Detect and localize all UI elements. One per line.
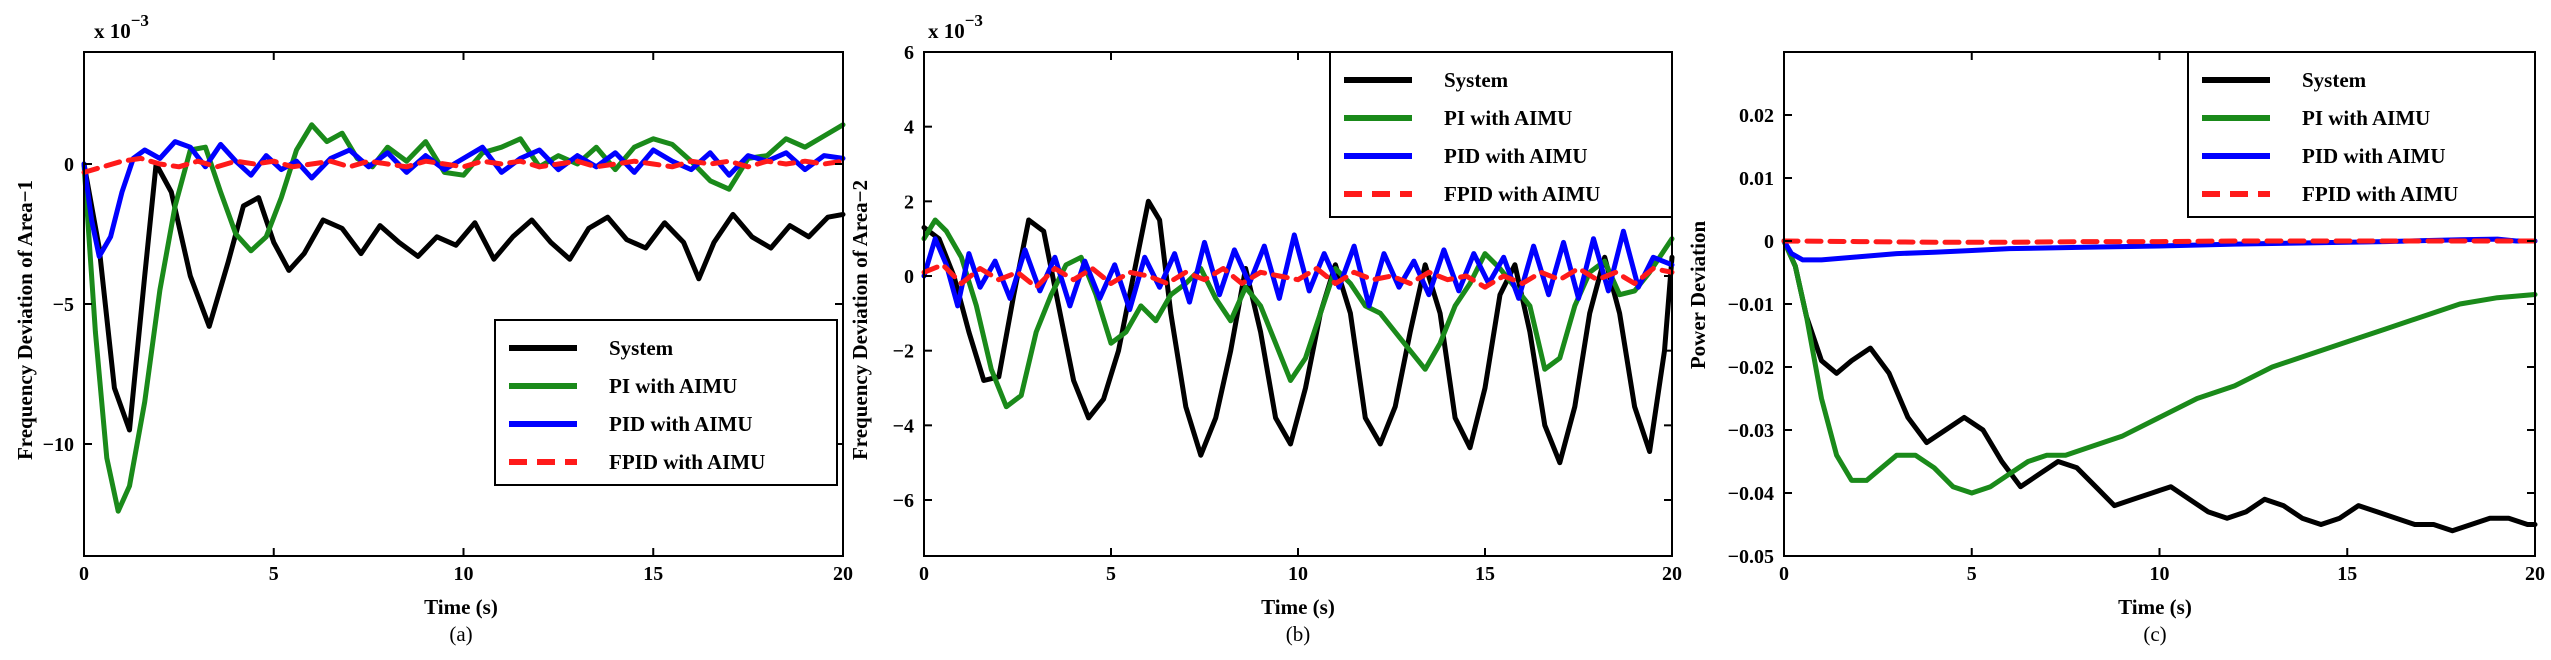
series-line-system-c bbox=[1781, 238, 2538, 534]
x-tick-label: 20 bbox=[2525, 563, 2545, 585]
y-tick-label: −0.02 bbox=[1728, 357, 1774, 379]
legend-label-fpid-with-aimu: FPID with AIMU bbox=[2302, 182, 2458, 206]
y-tick-label: 0.02 bbox=[1739, 105, 1774, 127]
y-axis-label-c: Power Deviation bbox=[1686, 221, 1710, 370]
y-axis-label-a: Frequency Deviation of Area−1 bbox=[13, 180, 37, 460]
exponent-label-b: x 10−3 bbox=[928, 11, 983, 43]
x-tick-label: 20 bbox=[1662, 563, 1682, 585]
y-tick-label: 2 bbox=[904, 191, 914, 213]
caption-b: (b) bbox=[1286, 622, 1311, 646]
legend-label-pid-with-aimu: PID with AIMU bbox=[1444, 144, 1588, 168]
x-tick-label: 0 bbox=[919, 563, 929, 585]
x-tick-label: 0 bbox=[79, 563, 89, 585]
x-tick-label: 5 bbox=[269, 563, 279, 585]
y-axis-label-b: Frequency Deviation of Area−2 bbox=[848, 180, 872, 460]
x-axis-label-b: Time (s) bbox=[1261, 595, 1335, 619]
y-tick-label: −4 bbox=[893, 415, 914, 437]
x-tick-label: 5 bbox=[1967, 563, 1977, 585]
y-tick-label: −10 bbox=[43, 434, 74, 456]
legend-label-system: System bbox=[1444, 68, 1509, 92]
x-tick-label: 5 bbox=[1106, 563, 1116, 585]
x-tick-label: 10 bbox=[1288, 563, 1308, 585]
legend-label-pi-with-aimu: PI with AIMU bbox=[609, 374, 737, 398]
x-tick-label: 20 bbox=[833, 563, 853, 585]
x-axis-label-a: Time (s) bbox=[424, 595, 498, 619]
series-line-pi-with-aimu-b bbox=[921, 217, 1675, 410]
x-tick-label: 15 bbox=[643, 563, 663, 585]
y-tick-label: 0 bbox=[1764, 231, 1774, 253]
series-line-pid-with-aimu-b bbox=[921, 228, 1675, 313]
y-tick-label: −0.03 bbox=[1728, 420, 1774, 442]
y-tick-label: −0.01 bbox=[1728, 294, 1774, 316]
x-tick-label: 10 bbox=[2150, 563, 2170, 585]
legend-label-system: System bbox=[609, 336, 674, 360]
y-tick-label: −0.04 bbox=[1728, 483, 1774, 505]
series-line-system-a bbox=[81, 161, 846, 433]
x-axis-label-c: Time (s) bbox=[2118, 595, 2192, 619]
legend-label-pid-with-aimu: PID with AIMU bbox=[2302, 144, 2446, 168]
x-tick-label: 10 bbox=[454, 563, 474, 585]
legend-label-pid-with-aimu: PID with AIMU bbox=[609, 412, 753, 436]
legend-label-system: System bbox=[2302, 68, 2367, 92]
series-line-fpid-with-aimu-a bbox=[81, 155, 846, 175]
y-tick-label: −0.05 bbox=[1728, 546, 1774, 568]
y-tick-label: −2 bbox=[893, 341, 914, 363]
series-line-pi-with-aimu-c bbox=[1781, 238, 2538, 496]
y-tick-label: −5 bbox=[53, 294, 74, 316]
y-tick-label: 0.01 bbox=[1739, 168, 1774, 190]
caption-a: (a) bbox=[449, 622, 472, 646]
x-tick-label: 15 bbox=[2337, 563, 2357, 585]
x-tick-label: 0 bbox=[1779, 563, 1789, 585]
y-tick-label: 0 bbox=[64, 154, 74, 176]
legend-label-pi-with-aimu: PI with AIMU bbox=[1444, 106, 1572, 130]
series-line-fpid-with-aimu-c bbox=[1781, 238, 2538, 245]
y-tick-label: 4 bbox=[904, 117, 914, 139]
caption-c: (c) bbox=[2143, 622, 2166, 646]
legend-label-pi-with-aimu: PI with AIMU bbox=[2302, 106, 2430, 130]
series-line-fpid-with-aimu-b bbox=[921, 262, 1675, 290]
legend-label-fpid-with-aimu: FPID with AIMU bbox=[609, 450, 765, 474]
legend-label-fpid-with-aimu: FPID with AIMU bbox=[1444, 182, 1600, 206]
y-tick-label: 6 bbox=[904, 42, 914, 64]
panel-c: 0 5 10 15 20 0.02 0.01 0 −0.01 −0.02 −0.03 −0.04 −0.… bbox=[1686, 51, 2545, 646]
y-tick-label: −6 bbox=[893, 490, 914, 512]
y-tick-label: 0 bbox=[904, 266, 914, 288]
series-line-pi-with-aimu-a bbox=[81, 122, 846, 514]
exponent-label-a: x 10−3 bbox=[94, 11, 149, 43]
x-tick-label: 15 bbox=[1475, 563, 1495, 585]
panel-a: 0 5 10 15 20 0 −5 −10 x 10−3 Time (s) Frequency… bbox=[13, 11, 853, 646]
